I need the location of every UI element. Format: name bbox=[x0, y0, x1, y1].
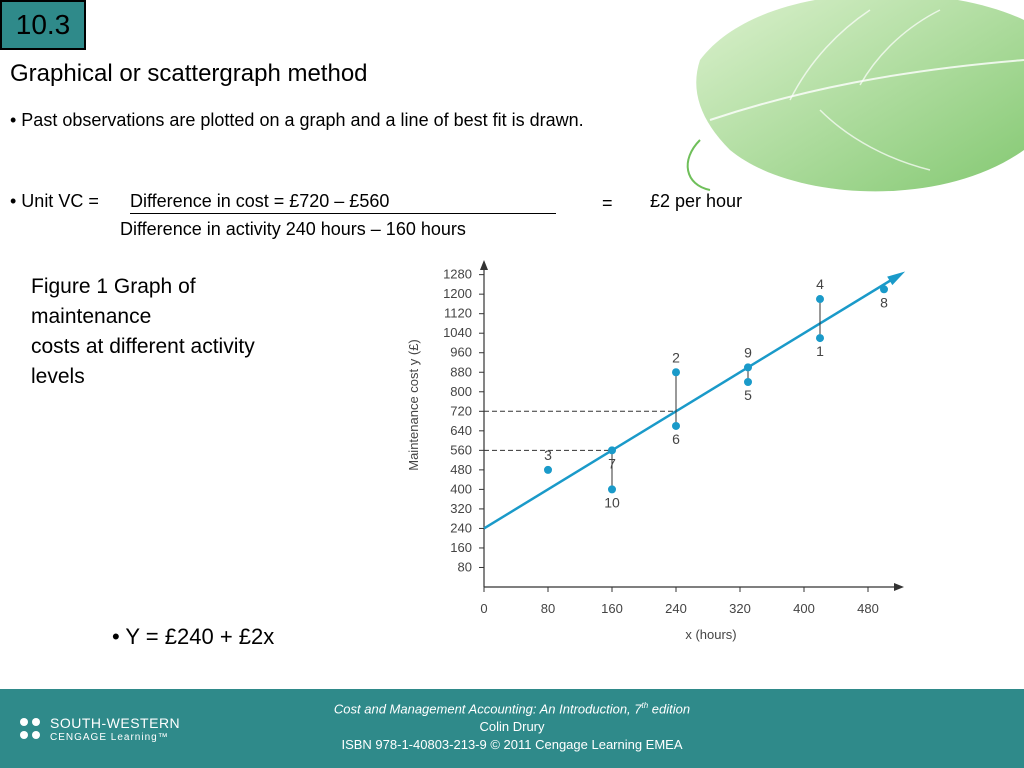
y-tick-label: 80 bbox=[458, 559, 472, 574]
y-tick-label: 880 bbox=[450, 364, 472, 379]
caption-line: Figure 1 Graph of bbox=[31, 275, 196, 298]
book-citation: Cost and Management Accounting: An Intro… bbox=[260, 697, 764, 754]
y-tick-label: 960 bbox=[450, 345, 472, 360]
x-axis-label: x (hours) bbox=[685, 627, 736, 642]
point-label: 4 bbox=[816, 276, 824, 292]
x-tick-label: 80 bbox=[541, 601, 555, 616]
point-label: 10 bbox=[604, 494, 620, 510]
data-point bbox=[672, 368, 680, 377]
point-label: 7 bbox=[608, 455, 616, 471]
x-tick-label: 400 bbox=[793, 601, 815, 616]
x-tick-label: 0 bbox=[480, 601, 487, 616]
x-tick-label: 320 bbox=[729, 601, 751, 616]
x-tick-label: 240 bbox=[665, 601, 687, 616]
cost-equation: • Y = £240 + £2x bbox=[112, 624, 275, 649]
y-tick-label: 1040 bbox=[443, 325, 472, 340]
formula-numerator: Difference in cost = £720 – £560 bbox=[130, 191, 556, 214]
bullet-best-fit: • Past observations are plotted on a gra… bbox=[10, 110, 584, 130]
y-axis-label: Maintenance cost y (£) bbox=[406, 339, 421, 471]
unit-vc-formula: • Unit VC = Difference in cost = £720 – … bbox=[10, 191, 790, 247]
publisher-logo: SOUTH-WESTERN CENGAGE Learning™ bbox=[16, 713, 216, 749]
point-label: 9 bbox=[744, 344, 752, 360]
y-tick-label: 800 bbox=[450, 384, 472, 399]
data-point bbox=[744, 363, 752, 372]
point-label: 3 bbox=[544, 447, 552, 463]
formula-result: £2 per hour bbox=[650, 191, 743, 211]
point-label: 2 bbox=[672, 349, 680, 365]
cengage-logo-icon bbox=[20, 718, 40, 739]
y-tick-label: 1280 bbox=[443, 267, 472, 282]
book-isbn: ISBN 978-1-40803-213-9 © 2011 Cengage Le… bbox=[341, 737, 683, 753]
data-point bbox=[744, 378, 752, 387]
caption-line: costs at different activity bbox=[31, 335, 255, 358]
y-tick-label: 1120 bbox=[444, 306, 472, 321]
caption-line: levels bbox=[31, 365, 85, 388]
y-tick-label: 640 bbox=[450, 423, 472, 438]
x-axis-arrow-icon bbox=[894, 583, 904, 591]
data-point bbox=[544, 465, 552, 474]
y-axis-arrow-icon bbox=[480, 260, 488, 270]
formula-equals: = bbox=[602, 193, 613, 213]
y-tick-label: 160 bbox=[450, 540, 472, 555]
y-tick-label: 240 bbox=[450, 520, 472, 535]
scatter-chart: 8016024032040048056064072080088096010401… bbox=[406, 260, 906, 642]
slide-title: Graphical or scattergraph method bbox=[10, 60, 368, 87]
point-label: 6 bbox=[672, 431, 680, 447]
book-author: Colin Drury bbox=[479, 719, 545, 735]
data-point bbox=[816, 334, 824, 343]
y-tick-label: 560 bbox=[450, 442, 472, 457]
data-point bbox=[608, 446, 616, 455]
point-label: 1 bbox=[816, 343, 824, 359]
data-point bbox=[672, 421, 680, 430]
x-tick-label: 160 bbox=[601, 601, 623, 616]
slide-number: 10.3 bbox=[0, 0, 86, 50]
formula-denominator: Difference in activity 240 hours – 160 h… bbox=[120, 219, 466, 239]
y-tick-label: 400 bbox=[450, 481, 472, 496]
data-point bbox=[816, 295, 824, 304]
footer-bar: SOUTH-WESTERN CENGAGE Learning™ Cost and… bbox=[0, 689, 1024, 768]
best-fit-arrow-icon bbox=[887, 271, 906, 286]
leaf-decoration bbox=[686, 0, 1024, 192]
y-tick-label: 320 bbox=[450, 501, 472, 516]
logo-cengage: CENGAGE Learning™ bbox=[50, 732, 169, 743]
x-tick-label: 480 bbox=[857, 601, 879, 616]
logo-south-western: SOUTH-WESTERN bbox=[50, 715, 181, 731]
point-label: 5 bbox=[744, 387, 752, 403]
data-point bbox=[880, 285, 888, 294]
book-title: Cost and Management Accounting: An Intro… bbox=[333, 701, 691, 717]
y-tick-label: 1200 bbox=[443, 286, 472, 301]
caption-line: maintenance bbox=[31, 305, 152, 328]
y-tick-label: 720 bbox=[450, 403, 472, 418]
formula-label: • Unit VC = bbox=[10, 191, 99, 211]
y-tick-label: 480 bbox=[450, 462, 472, 477]
best-fit-line bbox=[483, 273, 901, 530]
data-point bbox=[608, 485, 616, 494]
figure-caption: Figure 1 Graph of maintenance costs at d… bbox=[31, 272, 331, 392]
point-label: 8 bbox=[880, 294, 888, 310]
